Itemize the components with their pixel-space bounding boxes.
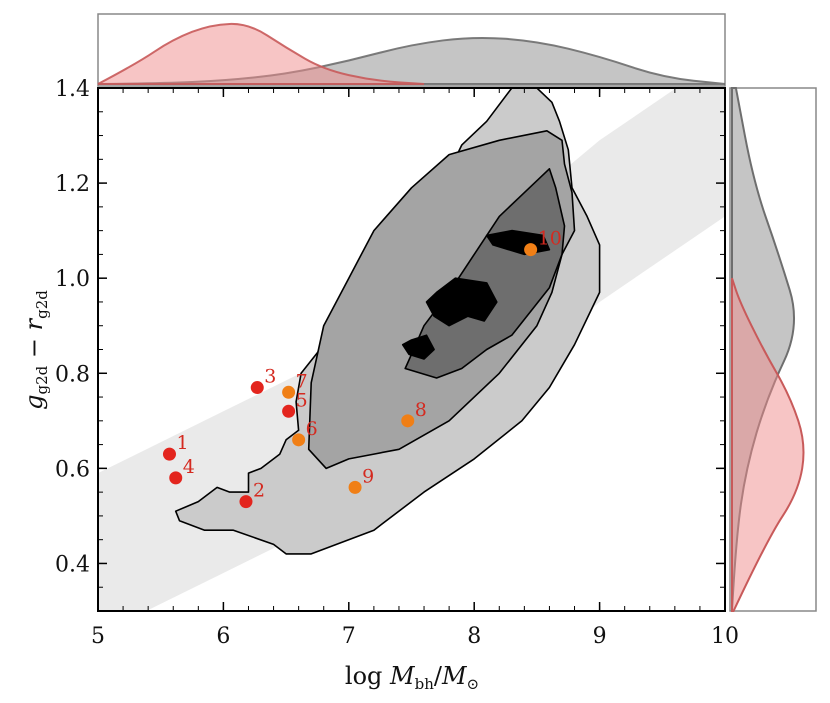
top-marginal-panel — [97, 13, 726, 87]
point-label-9: 9 — [362, 465, 374, 487]
point-label-5: 5 — [296, 389, 308, 411]
y-axis-title: gg2d − rg2d — [20, 290, 51, 410]
point-6 — [292, 433, 306, 447]
x-tick-label: 5 — [91, 624, 105, 649]
point-10 — [524, 243, 538, 257]
contour-level-3-2 — [404, 168, 566, 379]
y-tick-label: 1.2 — [55, 172, 90, 197]
point-label-7: 7 — [296, 370, 308, 392]
right-marginal-panel — [729, 87, 817, 612]
y-tick-label: 0.8 — [55, 362, 90, 387]
x-axis-title: log Mbh/M⊙ — [345, 662, 479, 693]
point-3 — [250, 381, 264, 395]
point-4 — [169, 471, 183, 485]
x-tick-label: 6 — [216, 624, 230, 649]
x-tick-label: 9 — [593, 624, 607, 649]
contour-level-4-3 — [425, 277, 498, 327]
x-tick-label: 10 — [711, 624, 739, 649]
point-9 — [348, 480, 362, 494]
point-label-3: 3 — [264, 366, 276, 388]
top-marginal-frame — [97, 13, 726, 87]
point-label-8: 8 — [415, 399, 427, 421]
point-label-1: 1 — [176, 432, 188, 454]
x-tick-label: 8 — [467, 624, 481, 649]
y-tick-label: 1.0 — [55, 267, 90, 292]
y-tick-label: 0.6 — [55, 457, 90, 482]
point-5 — [282, 404, 296, 418]
density-contours — [174, 88, 601, 555]
top-marginal-red-density — [97, 22, 425, 85]
data-points: 1 2 3 4 5 6 7 8 9 10 — [162, 228, 562, 509]
point-label-6: 6 — [306, 418, 318, 440]
point-8 — [401, 414, 415, 428]
right-marginal-red-density — [731, 277, 805, 612]
point-1 — [162, 447, 176, 461]
contour-level-4-5 — [401, 334, 435, 360]
point-2 — [239, 495, 253, 509]
point-7 — [282, 385, 296, 399]
y-tick-label: 0.4 — [55, 552, 90, 577]
axis-ticks: 5 6 7 8 9 10 0.4 0.6 0.8 1.0 1.2 1.4 — [55, 77, 739, 649]
point-label-4: 4 — [183, 456, 195, 478]
right-marginal-frame — [729, 87, 817, 612]
point-label-2: 2 — [253, 480, 265, 502]
point-label-10: 10 — [538, 228, 562, 250]
y-tick-label: 1.4 — [55, 77, 90, 102]
x-tick-label: 7 — [342, 624, 356, 649]
main-plot-panel: 1 2 3 4 5 6 7 8 9 10 5 6 7 8 9 10 0.4 0.6 0.8 1.0 1.2 1.4 — [55, 77, 739, 649]
